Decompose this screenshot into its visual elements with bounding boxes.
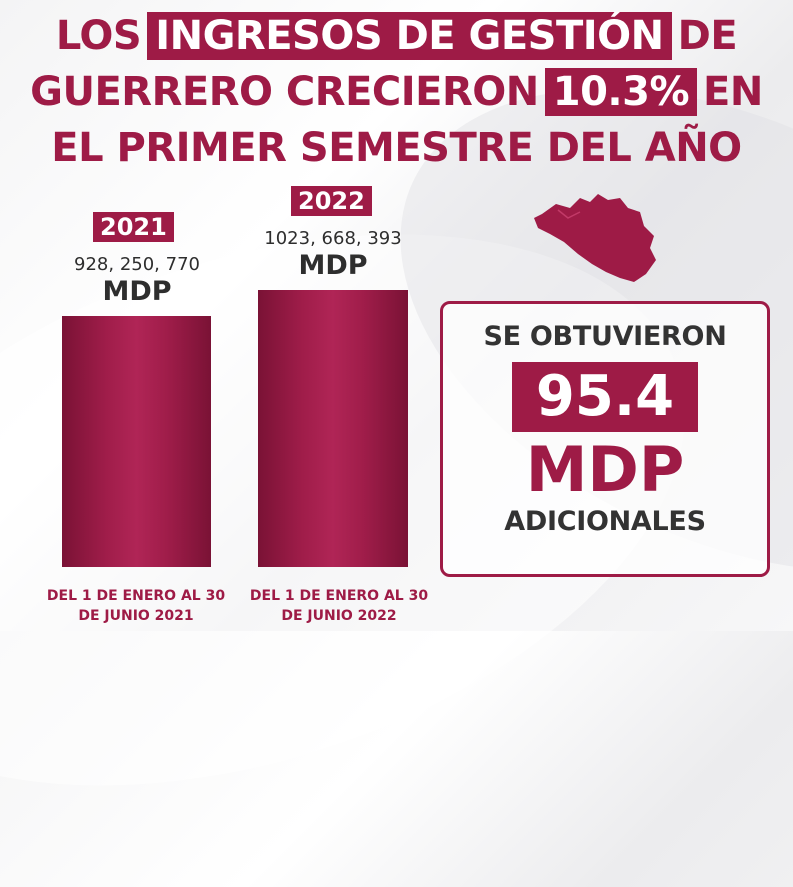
callout-number: 95.4 xyxy=(511,362,699,432)
callout-unit: MDP xyxy=(525,433,685,506)
headline-line-3: EL PRIMER SEMESTRE DEL AÑO xyxy=(0,120,793,176)
headline-highlight: INGRESOS DE GESTIÓN xyxy=(147,12,672,60)
headline: LOS INGRESOS DE GESTIÓN DE GUERRERO CREC… xyxy=(0,8,793,176)
bar-2022 xyxy=(258,290,408,567)
guerrero-state-map-icon xyxy=(534,194,656,282)
headline-line-1: LOS INGRESOS DE GESTIÓN DE xyxy=(0,8,793,64)
headline-text: DE xyxy=(677,13,738,59)
bar-value-unit: MDP xyxy=(298,250,368,281)
bar-value-number: 1023, 668, 393 xyxy=(264,228,402,249)
headline-text: LOS xyxy=(55,13,142,59)
bar-value-label: 1023, 668, 393 MDP xyxy=(233,228,433,282)
year-badge-2022: 2022 xyxy=(291,186,372,216)
headline-line-2: GUERRERO CRECIERON 10.3% EN xyxy=(0,64,793,120)
bar-value-unit: MDP xyxy=(102,276,172,307)
period-label: DEL 1 DE ENERO AL 30 DE JUNIO 2021 xyxy=(46,588,226,624)
headline-text: GUERRERO CRECIERON xyxy=(30,69,539,115)
headline-text: EN xyxy=(703,69,763,115)
callout-bottom-text: ADICIONALES xyxy=(504,506,706,537)
additional-revenue-callout: SE OBTUVIERON 95.4 MDP ADICIONALES xyxy=(440,301,770,577)
callout-top-text: SE OBTUVIERON xyxy=(483,321,727,352)
period-label: DEL 1 DE ENERO AL 30 DE JUNIO 2022 xyxy=(249,588,429,624)
growth-percent-highlight: 10.3% xyxy=(544,68,698,116)
bar-value-label: 928, 250, 770 MDP xyxy=(37,254,237,308)
bar-2021 xyxy=(62,316,211,567)
year-badge-2021: 2021 xyxy=(93,212,174,242)
bar-value-number: 928, 250, 770 xyxy=(74,254,200,275)
headline-text: EL PRIMER SEMESTRE DEL AÑO xyxy=(51,125,742,171)
